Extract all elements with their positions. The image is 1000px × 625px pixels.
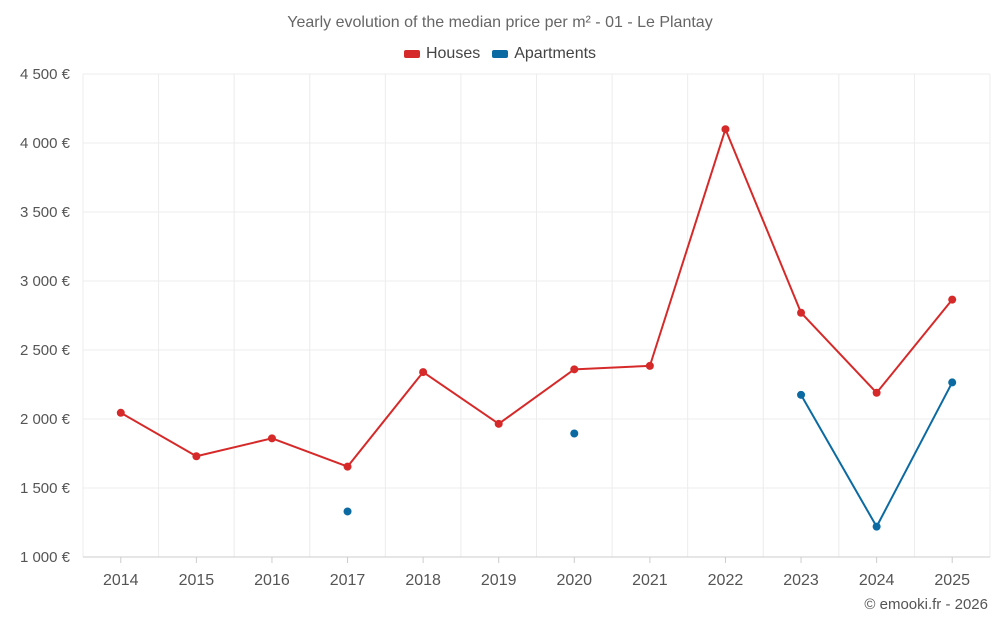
data-point-apartments xyxy=(948,378,957,387)
x-tick-label: 2021 xyxy=(632,572,668,589)
data-point-houses xyxy=(116,408,125,417)
legend-item-houses[interactable]: Houses xyxy=(403,45,481,63)
credit-text: © emooki.fr - 2026 xyxy=(864,596,988,613)
data-point-houses xyxy=(797,308,806,317)
data-point-houses xyxy=(267,434,276,443)
data-point-houses xyxy=(872,388,881,397)
x-tick-label: 2014 xyxy=(103,572,139,589)
x-tick-label: 2019 xyxy=(481,572,517,589)
data-point-houses xyxy=(419,368,428,377)
data-point-apartments xyxy=(570,429,579,438)
x-tick-label: 2015 xyxy=(179,572,215,589)
y-tick-label: 3 500 € xyxy=(20,204,71,221)
x-tick-label: 2025 xyxy=(934,572,970,589)
series-line-apartments xyxy=(800,381,954,528)
x-tick-label: 2020 xyxy=(556,572,592,589)
data-point-houses xyxy=(343,462,352,471)
data-point-houses xyxy=(645,361,654,370)
data-point-houses xyxy=(494,419,503,428)
data-point-apartments xyxy=(797,390,806,399)
y-tick-label: 1 500 € xyxy=(20,480,71,497)
x-tick-label: 2024 xyxy=(859,572,895,589)
chart-title: Yearly evolution of the median price per… xyxy=(287,14,713,31)
y-tick-label: 4 000 € xyxy=(20,135,71,152)
series-line-houses xyxy=(120,128,953,468)
x-tick-label: 2022 xyxy=(708,572,744,589)
data-point-houses xyxy=(192,452,201,461)
legend: Houses Apartments xyxy=(0,45,1000,63)
x-tick-label: 2023 xyxy=(783,572,819,589)
y-tick-label: 2 000 € xyxy=(20,411,71,428)
legend-swatch-houses xyxy=(403,50,420,58)
legend-swatch-apartments xyxy=(492,50,509,58)
y-tick-label: 1 000 € xyxy=(20,549,71,566)
x-tick-label: 2016 xyxy=(254,572,290,589)
data-point-houses xyxy=(948,295,957,304)
legend-item-apartments[interactable]: Apartments xyxy=(492,45,596,63)
x-tick-label: 2018 xyxy=(405,572,441,589)
legend-label-houses: Houses xyxy=(425,45,481,62)
x-tick-label: 2017 xyxy=(330,572,366,589)
data-point-houses xyxy=(721,125,730,134)
y-tick-label: 4 500 € xyxy=(20,66,71,83)
y-tick-label: 2 500 € xyxy=(20,342,71,359)
data-point-apartments xyxy=(343,507,352,516)
data-point-apartments xyxy=(872,522,881,531)
data-point-houses xyxy=(570,365,579,374)
legend-label-apartments: Apartments xyxy=(514,45,597,62)
y-tick-label: 3 000 € xyxy=(20,273,71,290)
